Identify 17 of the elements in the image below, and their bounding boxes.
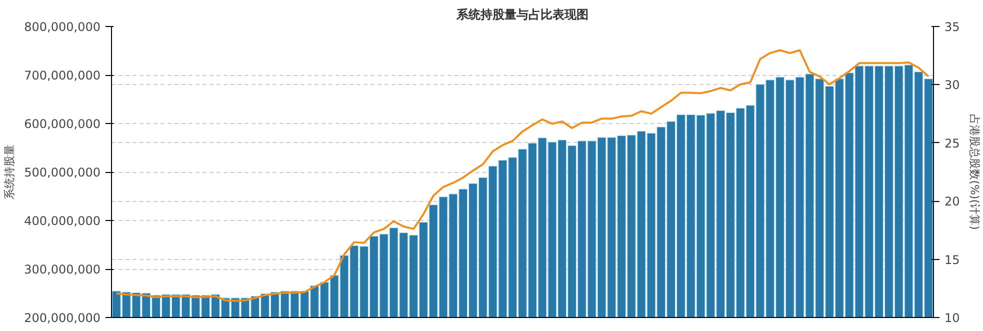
y2-tick-label: 15: [944, 252, 960, 267]
y2-tick-label: 10: [944, 311, 960, 325]
y-tick-label: 200,000,000: [24, 311, 100, 325]
y2-tick-label: 20: [944, 194, 960, 209]
y2-tick-label: 30: [944, 78, 960, 92]
y2-tick-label: 25: [944, 136, 960, 150]
y-tick-label: 700,000,000: [24, 68, 100, 82]
y-tick-label: 500,000,000: [24, 166, 100, 180]
y-tick-label: 300,000,000: [24, 262, 100, 276]
chart-title: 系统持股量与占比表现图: [456, 8, 588, 22]
y-axis-title: 系统持股量: [3, 144, 16, 200]
y-tick-label: 600,000,000: [24, 117, 100, 131]
y-tick-label: 400,000,000: [24, 214, 100, 228]
y2-tick-label: 35: [944, 20, 960, 34]
y-tick-label: 800,000,000: [24, 20, 100, 34]
line-series: [115, 49, 930, 302]
y2-axis-title: 占港股总股数(%)(计算): [968, 114, 981, 230]
